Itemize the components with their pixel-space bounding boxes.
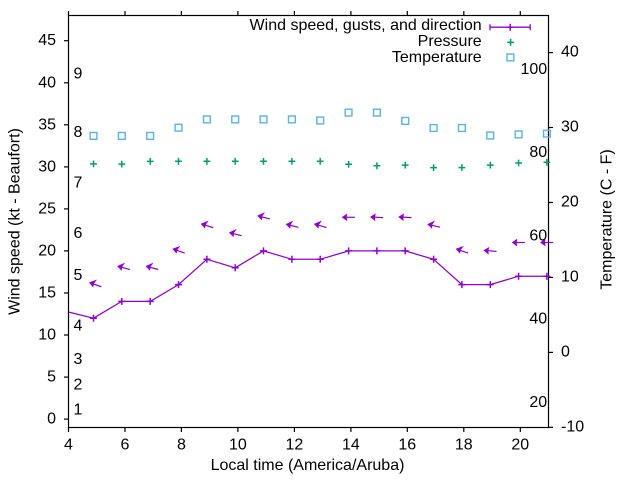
svg-text:40: 40 xyxy=(529,311,547,328)
svg-text:25: 25 xyxy=(38,200,56,217)
svg-text:4: 4 xyxy=(64,437,73,454)
svg-text:Temperature: Temperature xyxy=(392,49,482,66)
svg-text:8: 8 xyxy=(74,124,83,141)
svg-text:18: 18 xyxy=(455,437,473,454)
svg-text:30: 30 xyxy=(38,158,56,175)
svg-text:4: 4 xyxy=(74,318,83,335)
svg-text:1: 1 xyxy=(74,402,83,419)
svg-text:20: 20 xyxy=(38,242,56,259)
svg-text:12: 12 xyxy=(286,437,304,454)
svg-text:7: 7 xyxy=(74,175,83,192)
svg-text:-10: -10 xyxy=(561,418,584,435)
svg-text:10: 10 xyxy=(229,437,247,454)
svg-text:6: 6 xyxy=(121,437,130,454)
svg-text:30: 30 xyxy=(561,119,579,136)
svg-text:40: 40 xyxy=(38,74,56,91)
svg-text:0: 0 xyxy=(561,343,570,360)
svg-text:16: 16 xyxy=(398,437,416,454)
svg-text:3: 3 xyxy=(74,351,83,368)
svg-text:20: 20 xyxy=(511,437,529,454)
svg-text:9: 9 xyxy=(74,65,83,82)
svg-text:Wind speed (kt - Beaufort): Wind speed (kt - Beaufort) xyxy=(7,128,24,315)
svg-text:14: 14 xyxy=(342,437,360,454)
svg-text:10: 10 xyxy=(38,327,56,344)
svg-text:80: 80 xyxy=(529,144,547,161)
svg-text:45: 45 xyxy=(38,32,56,49)
svg-text:5: 5 xyxy=(47,369,56,386)
svg-text:20: 20 xyxy=(561,194,579,211)
svg-text:15: 15 xyxy=(38,285,56,302)
svg-text:6: 6 xyxy=(74,225,83,242)
svg-text:8: 8 xyxy=(177,437,186,454)
svg-text:10: 10 xyxy=(561,268,579,285)
svg-text:100: 100 xyxy=(520,61,547,78)
svg-text:5: 5 xyxy=(74,267,83,284)
svg-text:20: 20 xyxy=(529,394,547,411)
svg-text:Wind speed, gusts, and directi: Wind speed, gusts, and direction xyxy=(250,17,482,34)
svg-text:40: 40 xyxy=(561,44,579,61)
svg-text:Pressure: Pressure xyxy=(418,33,482,50)
svg-text:35: 35 xyxy=(38,116,56,133)
svg-text:0: 0 xyxy=(47,411,56,428)
svg-text:Temperature (C - F): Temperature (C - F) xyxy=(599,149,616,289)
svg-text:Local time (America/Aruba): Local time (America/Aruba) xyxy=(211,457,405,474)
svg-text:2: 2 xyxy=(74,377,83,394)
